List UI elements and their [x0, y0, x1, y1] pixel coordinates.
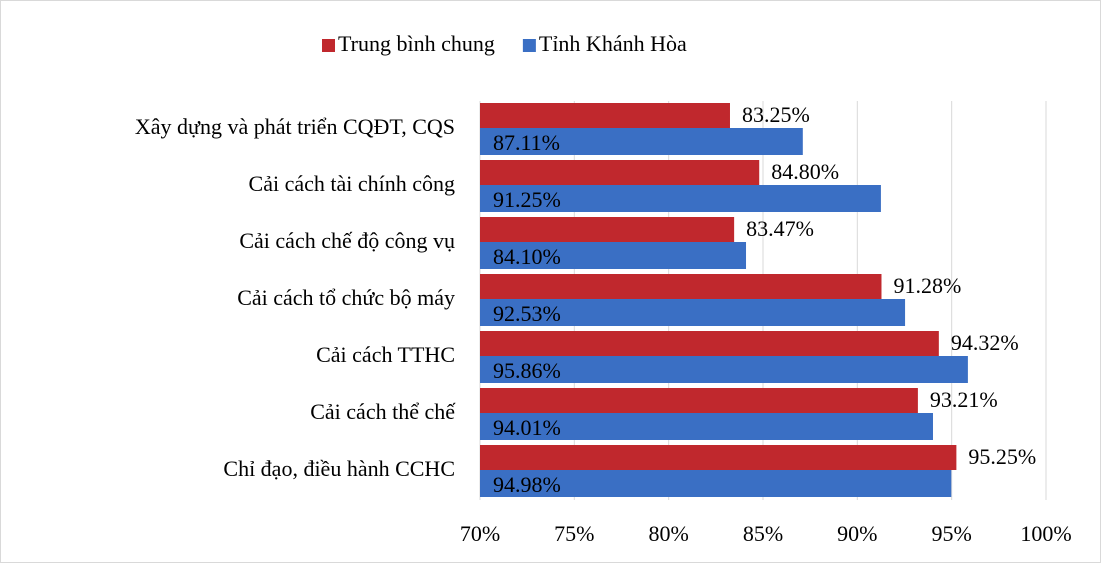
x-tick-label: 80% [649, 521, 689, 546]
bar [480, 274, 882, 299]
category-label: Cải cách chế độ công vụ [239, 228, 455, 253]
category-label: Cải cách tài chính công [249, 171, 455, 196]
bar [480, 470, 952, 497]
bar [480, 299, 906, 326]
value-label: 94.98% [493, 472, 561, 497]
legend-swatch [522, 39, 536, 52]
x-tick-label: 100% [1020, 521, 1071, 546]
bar [480, 160, 760, 185]
bar [480, 445, 957, 470]
category-label: Cải cách thể chế [310, 399, 456, 424]
legend-label: Trung bình chung [338, 31, 495, 56]
value-label: 84.80% [771, 159, 839, 184]
value-label: 91.25% [493, 187, 561, 212]
bar [480, 413, 933, 440]
category-label: Chỉ đạo, điều hành CCHC [223, 456, 455, 481]
x-tick-label: 95% [932, 521, 972, 546]
value-label: 92.53% [493, 301, 561, 326]
category-label: Xây dựng và phát triển CQĐT, CQS [135, 114, 455, 139]
x-tick-label: 85% [743, 521, 783, 546]
value-label: 83.25% [742, 102, 810, 127]
value-label: 93.21% [930, 387, 998, 412]
value-label: 95.86% [493, 358, 561, 383]
bar [480, 128, 803, 155]
category-label: Cải cách tổ chức bộ máy [237, 285, 455, 310]
value-label: 84.10% [493, 244, 561, 269]
x-tick-label: 70% [460, 521, 500, 546]
bar [480, 103, 730, 128]
bar [480, 217, 735, 242]
value-label: 94.32% [951, 330, 1019, 355]
bar [480, 356, 968, 383]
bar [480, 242, 747, 269]
x-tick-label: 75% [554, 521, 594, 546]
bar [480, 331, 939, 356]
bar [480, 185, 881, 212]
value-label: 91.28% [893, 273, 961, 298]
value-label: 95.25% [968, 444, 1036, 469]
category-label: Cải cách TTHC [316, 342, 455, 367]
value-label: 94.01% [493, 415, 561, 440]
value-label: 87.11% [493, 130, 560, 155]
legend-label: Tỉnh Khánh Hòa [539, 31, 687, 56]
value-label: 83.47% [746, 216, 814, 241]
legend-swatch [322, 39, 335, 52]
bar [480, 388, 918, 413]
x-tick-label: 90% [837, 521, 877, 546]
